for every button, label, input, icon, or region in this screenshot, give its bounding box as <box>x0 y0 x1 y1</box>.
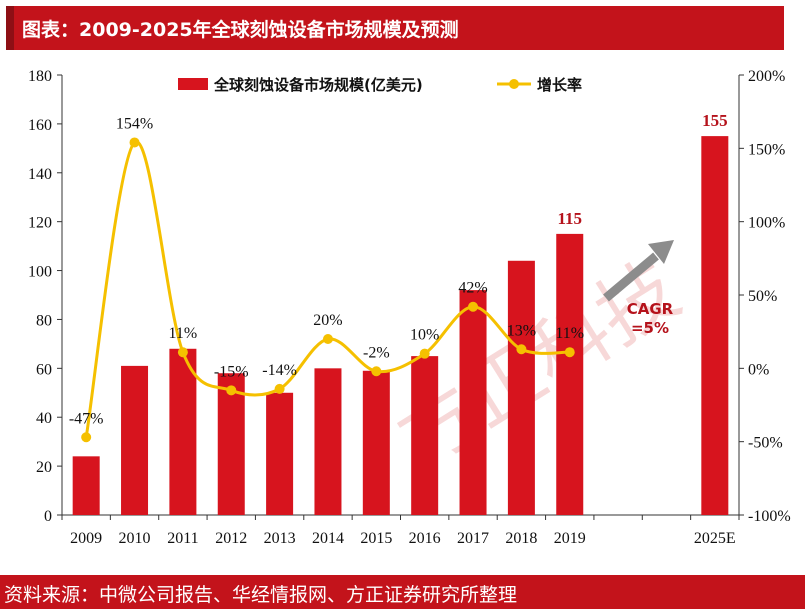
right-tick-label: -100% <box>748 508 791 525</box>
bar-value-label: 115 <box>557 209 582 228</box>
left-tick-label: 180 <box>28 68 52 85</box>
growth-rate-label: -47% <box>69 410 104 427</box>
left-tick-label: 80 <box>36 312 52 329</box>
x-tick-label: 2010 <box>119 530 151 547</box>
growth-rate-label: 42% <box>458 280 487 297</box>
bar <box>72 456 100 515</box>
growth-rate-label: 20% <box>313 312 342 329</box>
right-tick-label: 150% <box>748 141 785 158</box>
x-tick-label: 2019 <box>554 530 586 547</box>
growth-rate-point <box>274 383 285 394</box>
cagr-label: CAGR <box>627 300 674 318</box>
bar <box>362 370 390 515</box>
growth-rate-point <box>129 137 140 148</box>
right-tick-label: 100% <box>748 215 785 232</box>
left-tick-label: 120 <box>28 215 52 232</box>
bar <box>556 233 584 515</box>
x-tick-label: 2017 <box>457 530 489 547</box>
bar <box>459 290 487 515</box>
legend-bar-swatch <box>178 78 208 90</box>
right-tick-label: 50% <box>748 288 777 305</box>
cagr-arrow-head <box>648 240 674 264</box>
growth-rate-label: 11% <box>555 325 584 342</box>
growth-rate-label: -14% <box>262 362 297 379</box>
growth-rate-label: 154% <box>116 115 153 132</box>
growth-rate-point <box>468 301 479 312</box>
page-title: 图表：2009-2025年全球刻蚀设备市场规模及预测 <box>22 19 459 41</box>
growth-rate-label: 13% <box>507 322 536 339</box>
left-tick-label: 60 <box>36 361 52 378</box>
growth-rate-point <box>564 347 575 358</box>
x-tick-label: 2025E <box>694 530 736 547</box>
x-tick-label: 2016 <box>409 530 441 547</box>
left-tick-label: 160 <box>28 117 52 134</box>
source-text: 资料来源：中微公司报告、华经情报网、方正证券研究所整理 <box>4 584 518 606</box>
x-tick-label: 2011 <box>167 530 198 547</box>
growth-rate-point <box>516 344 527 355</box>
x-tick-label: 2014 <box>312 530 344 547</box>
line-series <box>81 137 575 443</box>
growth-rate-point <box>371 366 382 377</box>
legend-line-marker <box>509 79 519 89</box>
growth-rate-label: -2% <box>363 344 390 361</box>
bar <box>507 260 535 515</box>
left-tick-label: 100 <box>28 264 52 281</box>
market-size-chart: 方正科技 020406080100120140160180-100%-50%0%… <box>28 68 791 547</box>
cagr-arrow-shaft <box>603 252 659 302</box>
right-tick-label: 200% <box>748 68 785 85</box>
growth-rate-point <box>81 432 92 443</box>
legend-bar-label: 全球刻蚀设备市场规模(亿美元) <box>213 76 423 94</box>
growth-rate-label: -15% <box>214 363 249 380</box>
growth-rate-point <box>322 334 333 344</box>
left-tick-label: 20 <box>36 459 52 476</box>
legend-line-label: 增长率 <box>537 76 582 94</box>
bar <box>217 373 245 515</box>
legend: 全球刻蚀设备市场规模(亿美元) 增长率 <box>178 76 582 94</box>
growth-rate-point <box>419 348 430 359</box>
cagr-label: =5% <box>631 319 669 337</box>
bar <box>314 368 342 515</box>
right-tick-label: -50% <box>748 435 783 452</box>
bar-series <box>72 136 729 515</box>
x-tick-label: 2012 <box>215 530 247 547</box>
x-tick-label: 2015 <box>360 530 392 547</box>
bar <box>121 365 149 515</box>
x-tick-label: 2018 <box>505 530 537 547</box>
data-labels: -47% 154% 11% -15% -14% 20% -2% 10% 42% 13% 11% 115… <box>69 111 728 427</box>
bar <box>266 392 294 515</box>
x-tick-label: 2009 <box>70 530 102 547</box>
growth-rate-label: 11% <box>169 325 198 342</box>
growth-rate-point <box>226 385 237 396</box>
right-tick-label: 0% <box>748 361 769 378</box>
title-banner: 图表：2009-2025年全球刻蚀设备市场规模及预测 <box>6 6 784 50</box>
growth-rate-label: 10% <box>410 327 439 344</box>
left-tick-label: 0 <box>44 508 52 525</box>
growth-rate-point <box>177 347 188 358</box>
bar <box>701 136 729 515</box>
bar <box>169 348 197 515</box>
cagr-annotation: CAGR=5% <box>603 240 674 337</box>
left-tick-label: 40 <box>36 410 52 427</box>
x-tick-label: 2013 <box>264 530 296 547</box>
bar-value-label: 155 <box>702 111 728 130</box>
bar <box>411 356 439 515</box>
source-footer: 资料来源：中微公司报告、华经情报网、方正证券研究所整理 <box>0 575 805 609</box>
left-tick-label: 140 <box>28 166 52 183</box>
